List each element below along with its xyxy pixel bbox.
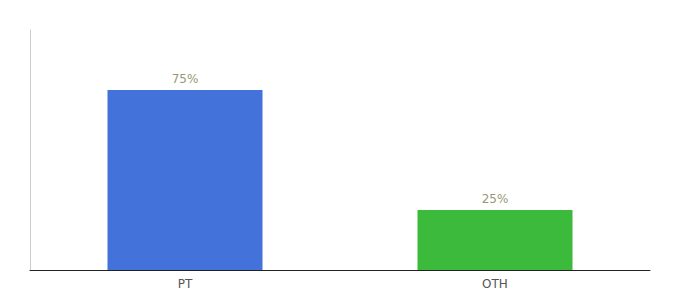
svg-text:75%: 75% xyxy=(172,72,199,86)
svg-text:PT: PT xyxy=(178,277,193,291)
svg-text:25%: 25% xyxy=(482,192,509,206)
svg-text:OTH: OTH xyxy=(482,277,508,291)
